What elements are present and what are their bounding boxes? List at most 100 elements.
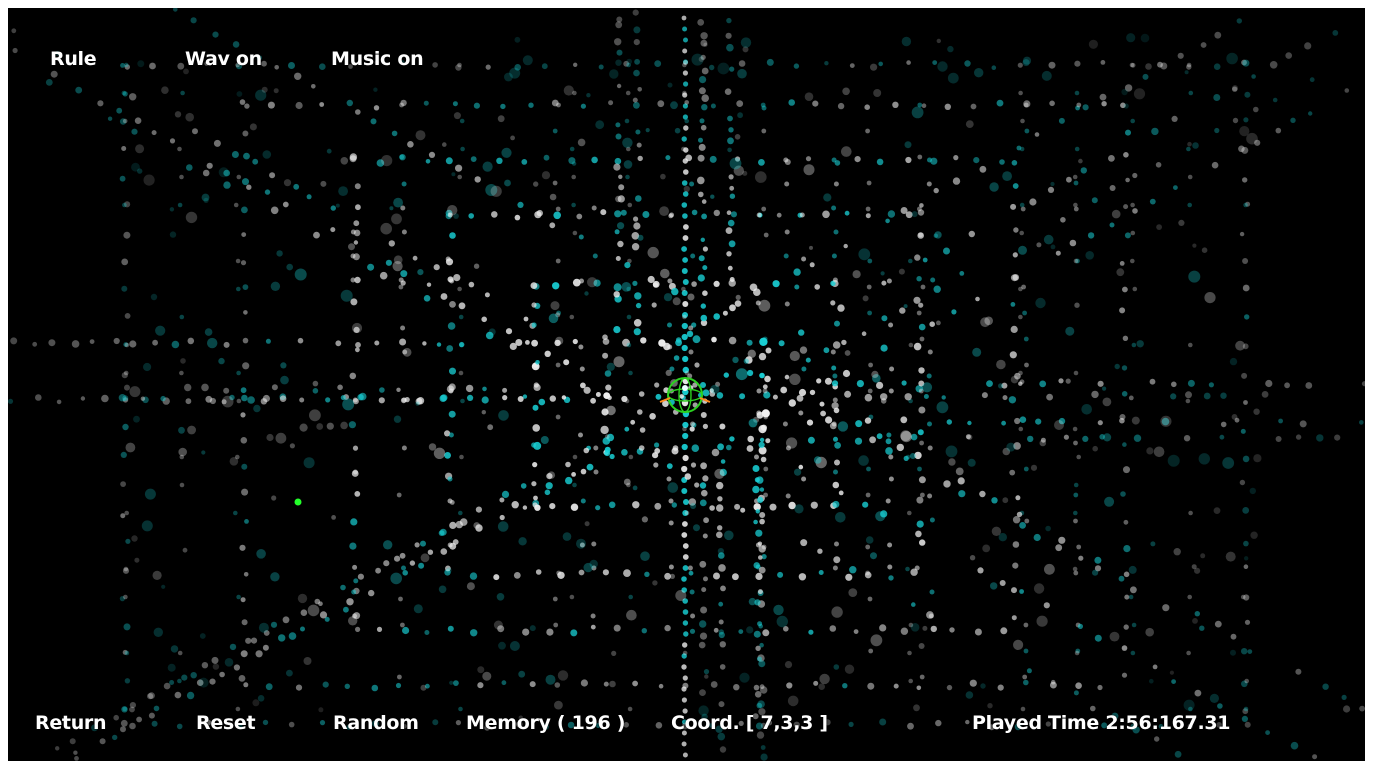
grid-node bbox=[555, 414, 561, 420]
grid-node bbox=[1039, 439, 1047, 447]
grid-node bbox=[1186, 146, 1191, 152]
grid-node bbox=[951, 309, 957, 315]
grid-node bbox=[121, 285, 128, 292]
grid-node bbox=[1230, 633, 1237, 640]
grid-node bbox=[709, 388, 714, 393]
grid-node bbox=[1013, 227, 1019, 233]
grid-node bbox=[756, 731, 765, 739]
grid-node bbox=[991, 526, 1002, 536]
grid-node bbox=[1091, 197, 1098, 204]
grid-node bbox=[1132, 286, 1138, 292]
grid-node bbox=[760, 686, 768, 694]
grid-node bbox=[517, 201, 524, 208]
grid-scene[interactable] bbox=[8, 8, 1365, 761]
grid-node bbox=[571, 174, 576, 180]
grid-node bbox=[720, 585, 726, 592]
grid-node bbox=[640, 337, 647, 344]
grid-node bbox=[1123, 204, 1129, 210]
grid-node bbox=[1217, 703, 1223, 709]
grid-node bbox=[732, 573, 739, 581]
grid-node bbox=[1155, 162, 1162, 168]
music-toggle-button[interactable]: Music on bbox=[331, 48, 424, 70]
grid-node bbox=[120, 451, 127, 458]
grid-node bbox=[1073, 258, 1079, 264]
grid-node bbox=[638, 391, 645, 397]
grid-node bbox=[236, 286, 241, 292]
grid-node bbox=[1242, 455, 1250, 463]
grid-node bbox=[514, 214, 521, 221]
grid-node bbox=[231, 151, 239, 158]
grid-node bbox=[293, 183, 300, 190]
grid-node bbox=[864, 571, 872, 579]
grid-node bbox=[300, 626, 305, 632]
grid-node bbox=[501, 680, 507, 686]
rule-button[interactable]: Rule bbox=[50, 48, 97, 70]
grid-node bbox=[762, 388, 768, 394]
grid-node bbox=[1114, 363, 1120, 370]
grid-node bbox=[697, 154, 705, 162]
return-button[interactable]: Return bbox=[35, 712, 107, 734]
grid-node bbox=[907, 510, 912, 516]
grid-node bbox=[887, 564, 893, 570]
grid-node bbox=[1019, 416, 1027, 424]
grid-node bbox=[459, 118, 465, 124]
grid-node bbox=[837, 102, 845, 110]
grid-node bbox=[966, 434, 973, 441]
grid-node bbox=[683, 147, 689, 153]
grid-node bbox=[357, 394, 364, 401]
grid-node bbox=[177, 202, 183, 208]
grid-node bbox=[173, 8, 178, 12]
grid-node bbox=[119, 118, 127, 125]
grid-node bbox=[758, 446, 767, 455]
grid-node bbox=[910, 433, 918, 441]
grid-node bbox=[438, 585, 447, 594]
grid-node bbox=[801, 366, 807, 372]
grid-node bbox=[502, 395, 508, 401]
grid-node bbox=[1120, 102, 1126, 109]
grid-node bbox=[265, 338, 271, 344]
grid-node bbox=[1123, 152, 1129, 158]
grid-node bbox=[174, 111, 182, 118]
grid-node bbox=[885, 498, 891, 504]
grid-node bbox=[849, 63, 855, 68]
grid-node bbox=[681, 653, 687, 659]
grid-node bbox=[819, 673, 830, 685]
grid-node bbox=[660, 173, 666, 180]
game-viewport[interactable]: Rule Wav on Music on Return Reset Random… bbox=[8, 8, 1365, 761]
grid-node bbox=[642, 211, 650, 218]
grid-node bbox=[758, 441, 765, 448]
grid-node bbox=[55, 50, 60, 56]
grid-node bbox=[904, 393, 912, 401]
grid-node bbox=[1016, 511, 1023, 518]
grid-node bbox=[867, 596, 873, 602]
grid-node bbox=[1145, 63, 1152, 70]
grid-node bbox=[665, 369, 672, 376]
grid-node bbox=[831, 606, 843, 618]
grid-node bbox=[579, 542, 585, 548]
grid-node bbox=[516, 721, 523, 728]
grid-node bbox=[475, 506, 482, 513]
random-button[interactable]: Random bbox=[333, 712, 419, 734]
grid-node bbox=[803, 164, 815, 176]
grid-node bbox=[681, 443, 688, 451]
grid-node bbox=[682, 103, 689, 109]
grid-node bbox=[348, 616, 358, 626]
grid-node bbox=[837, 421, 849, 432]
grid-node bbox=[759, 437, 765, 443]
grid-node bbox=[772, 394, 778, 400]
grid-node bbox=[1128, 594, 1134, 600]
grid-node bbox=[999, 580, 1006, 586]
grid-node bbox=[684, 100, 689, 105]
wav-toggle-button[interactable]: Wav on bbox=[185, 48, 262, 70]
grid-node bbox=[270, 572, 280, 582]
grid-node bbox=[977, 567, 984, 574]
grid-node bbox=[980, 317, 990, 328]
grid-node bbox=[887, 210, 896, 218]
grid-node bbox=[996, 359, 1006, 370]
grid-node bbox=[1121, 391, 1128, 397]
grid-node bbox=[713, 209, 720, 217]
reset-button[interactable]: Reset bbox=[196, 712, 256, 734]
grid-node bbox=[445, 256, 451, 262]
grid-node bbox=[748, 418, 758, 428]
grid-node bbox=[1130, 230, 1136, 236]
